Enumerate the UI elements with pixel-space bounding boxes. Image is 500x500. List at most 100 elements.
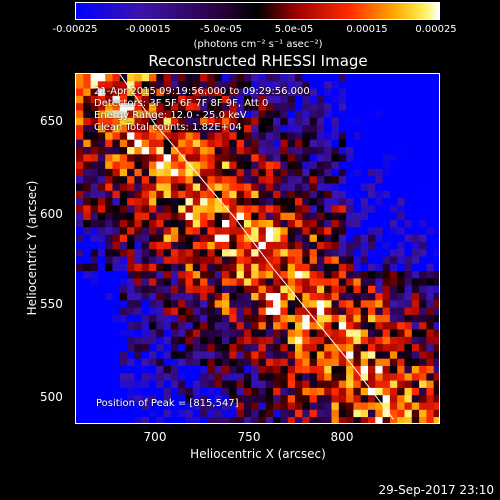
heatmap-cell <box>375 74 384 82</box>
heatmap-cell <box>280 154 289 163</box>
heatmap-cell <box>222 183 230 192</box>
heatmap-cell <box>97 161 106 170</box>
heatmap-cell <box>316 117 325 126</box>
heatmap-cell <box>433 351 439 360</box>
heatmap-cell <box>185 154 194 163</box>
heatmap-cell <box>105 103 114 112</box>
heatmap-cell <box>309 256 318 265</box>
heatmap-cell <box>90 125 99 133</box>
heatmap-cell <box>214 212 223 221</box>
heatmap-cell <box>346 161 354 170</box>
heatmap-cell <box>397 88 406 97</box>
heatmap-cell <box>316 190 325 199</box>
heatmap-cell <box>360 227 369 236</box>
heatmap-cell <box>302 314 311 323</box>
heatmap-cell <box>331 366 340 374</box>
heatmap-cell <box>331 417 340 423</box>
heatmap-cell <box>222 380 230 389</box>
heatmap-cell <box>141 300 150 309</box>
x-tick-label: 700 <box>143 430 167 444</box>
heatmap-cell <box>375 161 384 170</box>
heatmap-cell <box>127 81 135 90</box>
heatmap-cell <box>411 402 420 411</box>
heatmap-cell <box>141 161 150 170</box>
heatmap-cell <box>273 220 281 228</box>
heatmap-cell <box>404 293 413 301</box>
heatmap-cell <box>375 88 384 97</box>
heatmap-cell <box>368 402 376 411</box>
heatmap-cell <box>258 271 267 279</box>
heatmap-cell <box>309 234 318 243</box>
heatmap-cell <box>368 198 376 206</box>
heatmap-cell <box>200 190 208 199</box>
heatmap-cell <box>258 125 267 133</box>
heatmap-cell <box>404 103 413 112</box>
heatmap-cell <box>375 322 384 331</box>
heatmap-cell <box>360 271 369 279</box>
heatmap-cell <box>236 249 245 258</box>
heatmap-cell <box>185 81 194 90</box>
heatmap-cell <box>404 307 413 316</box>
heatmap-cell <box>258 139 267 148</box>
heatmap-cell <box>309 183 318 192</box>
heatmap-cell <box>324 176 333 185</box>
heatmap-cell <box>265 125 274 133</box>
heatmap-cell <box>419 329 427 338</box>
heatmap-cell <box>141 95 150 104</box>
heatmap-cell <box>397 95 406 104</box>
heatmap-cell <box>149 249 157 258</box>
heatmap-cell <box>236 409 245 418</box>
heatmap-cell <box>309 81 318 90</box>
heatmap-cell <box>324 154 333 163</box>
heatmap-cell <box>404 256 413 265</box>
heatmap-cell <box>433 147 439 155</box>
heatmap-cell <box>411 168 420 177</box>
heatmap-cell <box>112 110 121 119</box>
heatmap-cell <box>368 380 376 389</box>
heatmap-cell <box>389 300 398 309</box>
heatmap-cell <box>170 395 179 404</box>
heatmap-cell <box>105 336 114 345</box>
heatmap-cell <box>76 293 84 301</box>
heatmap-cell <box>258 249 267 258</box>
heatmap-cell <box>149 176 157 185</box>
heatmap-cell <box>353 190 362 199</box>
heatmap-cell <box>185 300 194 309</box>
heatmap-cell <box>433 263 439 272</box>
heatmap-cell <box>433 293 439 301</box>
heatmap-cell <box>163 366 172 374</box>
heatmap-cell <box>411 198 420 206</box>
heatmap-cell <box>236 373 245 382</box>
heatmap-cell <box>324 212 333 221</box>
heatmap-cell <box>265 190 274 199</box>
heatmap-cell <box>229 351 238 360</box>
heatmap-cell <box>419 190 427 199</box>
heatmap-cell <box>222 358 230 367</box>
annotation-energy: Energy Range: 12.0 - 25.0 keV <box>94 110 247 121</box>
heatmap-cell <box>375 380 384 389</box>
heatmap-cell <box>127 147 135 155</box>
heatmap-cell <box>134 220 143 228</box>
heatmap-cell <box>316 263 325 272</box>
heatmap-cell <box>404 161 413 170</box>
heatmap-cell <box>346 88 354 97</box>
heatmap-cell <box>214 154 223 163</box>
heatmap-cell <box>309 322 318 331</box>
heatmap-cell <box>185 322 194 331</box>
heatmap-cell <box>287 366 296 374</box>
heatmap-cell <box>426 198 435 206</box>
heatmap-cell <box>273 395 281 404</box>
heatmap-cell <box>419 395 427 404</box>
heatmap-cell <box>287 300 296 309</box>
heatmap-cell <box>382 110 391 119</box>
heatmap-cell <box>200 241 208 250</box>
heatmap-cell <box>214 358 223 367</box>
heatmap-cell <box>156 263 165 272</box>
heatmap-cell <box>127 263 135 272</box>
heatmap-cell <box>397 387 406 396</box>
heatmap-cell <box>309 198 318 206</box>
heatmap-cell <box>397 380 406 389</box>
heatmap-cell <box>316 278 325 287</box>
heatmap-cell <box>243 271 252 279</box>
heatmap-cell <box>207 336 216 345</box>
